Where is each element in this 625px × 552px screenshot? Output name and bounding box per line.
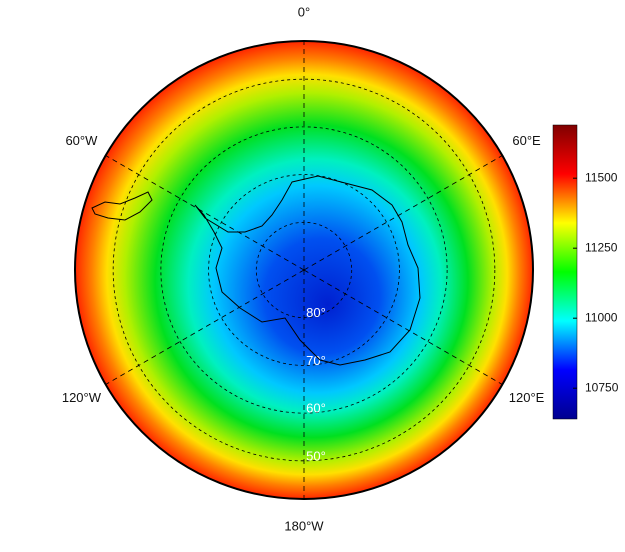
lat-label: 80° <box>306 305 326 320</box>
colorbar-tick-label: 10750 <box>585 380 619 394</box>
graticule: 80° 70° 60° 50° <box>105 41 503 499</box>
colorbar-tick-label: 11250 <box>585 240 618 254</box>
colorbar-tick-label: 11000 <box>585 310 618 324</box>
lat-circle <box>160 126 448 414</box>
meridian <box>303 155 503 271</box>
lat-label: 70° <box>306 353 326 368</box>
lon-label: 60°W <box>65 133 98 148</box>
south-america-coast <box>91 191 153 221</box>
lat-circle <box>112 78 496 462</box>
lon-label: 0° <box>298 4 310 19</box>
colorbar-body <box>552 124 578 420</box>
map-frame <box>74 40 534 500</box>
antarctica-coast <box>194 175 421 366</box>
colorbar-tick-label: 11500 <box>585 170 618 184</box>
colorbar: 10750 11000 11250 11500 <box>552 124 619 420</box>
lat-label: 60° <box>306 401 326 416</box>
lon-label: 120°W <box>62 390 102 405</box>
lat-label: 50° <box>306 448 326 463</box>
meridian <box>105 269 305 385</box>
lat-circle <box>208 174 400 366</box>
meridian <box>105 155 305 271</box>
lon-label: 180°W <box>284 518 324 533</box>
meridian <box>303 269 503 385</box>
lon-label: 60°E <box>512 133 541 148</box>
lon-label: 120°E <box>509 390 545 405</box>
